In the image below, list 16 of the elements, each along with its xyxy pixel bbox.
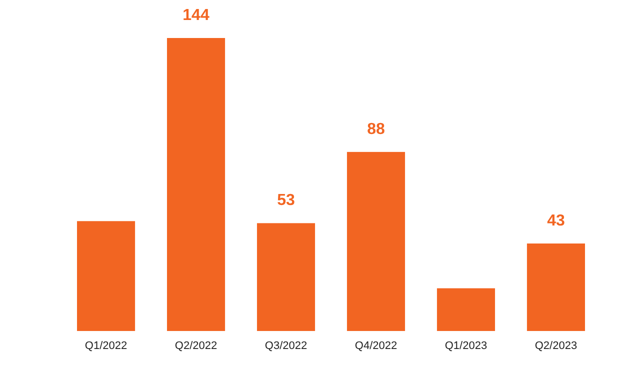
bar bbox=[256, 223, 316, 331]
data-label: 53 bbox=[277, 192, 296, 210]
data-label: 144 bbox=[182, 7, 210, 24]
bar bbox=[436, 288, 496, 331]
bar bbox=[166, 38, 226, 331]
x-tick-label: Q2/2022 bbox=[174, 340, 218, 352]
x-tick-label: Q4/2022 bbox=[354, 340, 398, 352]
bar bbox=[526, 244, 585, 331]
bar bbox=[77, 221, 136, 331]
data-label: 88 bbox=[367, 120, 385, 138]
x-tick-label: Q1/2022 bbox=[84, 340, 128, 352]
x-tick-label: Q1/2023 bbox=[444, 340, 488, 352]
bar bbox=[346, 152, 406, 331]
x-tick-label: Q3/2022 bbox=[264, 340, 308, 352]
x-tick-label: Q2/2023 bbox=[534, 340, 578, 352]
data-label: 43 bbox=[547, 212, 565, 230]
